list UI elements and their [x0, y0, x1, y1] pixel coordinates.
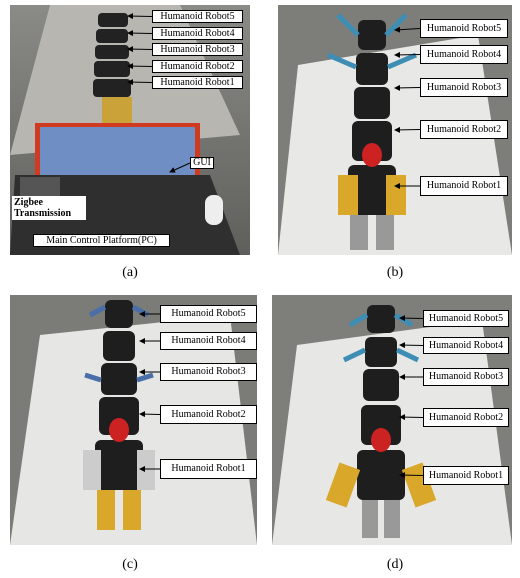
label-box: Humanoid Robot2 [152, 60, 243, 73]
arrow [128, 33, 152, 34]
arrow [395, 55, 420, 56]
label-box: Humanoid Robot3 [152, 43, 243, 56]
arrow [400, 345, 423, 346]
label-box: GUI [190, 157, 214, 169]
panel-caption: (c) [110, 557, 150, 573]
label-box: Humanoid Robot4 [152, 27, 243, 40]
label-box: Humanoid Robot3 [420, 78, 508, 97]
label-box: Humanoid Robot5 [423, 310, 509, 327]
arrow [400, 417, 423, 418]
label-box: Humanoid Robot1 [152, 76, 243, 89]
annotation: Zigbee Transmission [12, 196, 86, 220]
arrow [128, 16, 152, 17]
arrow [400, 475, 423, 476]
label-box: Humanoid Robot1 [160, 459, 257, 479]
arrow [395, 29, 420, 31]
label-box: Humanoid Robot4 [160, 332, 257, 350]
panel-caption: (b) [375, 265, 415, 281]
arrow [128, 49, 152, 50]
arrow [400, 318, 423, 319]
label-box: Humanoid Robot3 [160, 363, 257, 381]
label-box: Humanoid Robot2 [423, 408, 509, 427]
arrow [395, 88, 420, 89]
figure: (a) Humanoid Robot5 Humanoid Robot4 Humanoi… [0, 0, 520, 578]
label-box: Humanoid Robot3 [423, 368, 509, 386]
label-box: Main Control Platform(PC) [33, 234, 170, 247]
arrow [140, 414, 160, 415]
arrow [128, 82, 152, 83]
label-box: Humanoid Robot2 [420, 120, 508, 139]
label-box: Humanoid Robot4 [423, 337, 509, 354]
panel-caption: (d) [375, 557, 415, 573]
panel-caption: (a) [110, 265, 150, 281]
label-box: Humanoid Robot4 [420, 45, 508, 64]
arrow [170, 163, 190, 172]
label-box: Humanoid Robot2 [160, 405, 257, 424]
label-box: Humanoid Robot5 [160, 305, 257, 323]
arrow [395, 130, 420, 131]
label-box: Humanoid Robot5 [420, 19, 508, 38]
label-box: Humanoid Robot1 [423, 466, 509, 485]
label-box: Humanoid Robot5 [152, 10, 243, 23]
arrow [128, 66, 152, 67]
label-box: Humanoid Robot1 [420, 176, 508, 196]
